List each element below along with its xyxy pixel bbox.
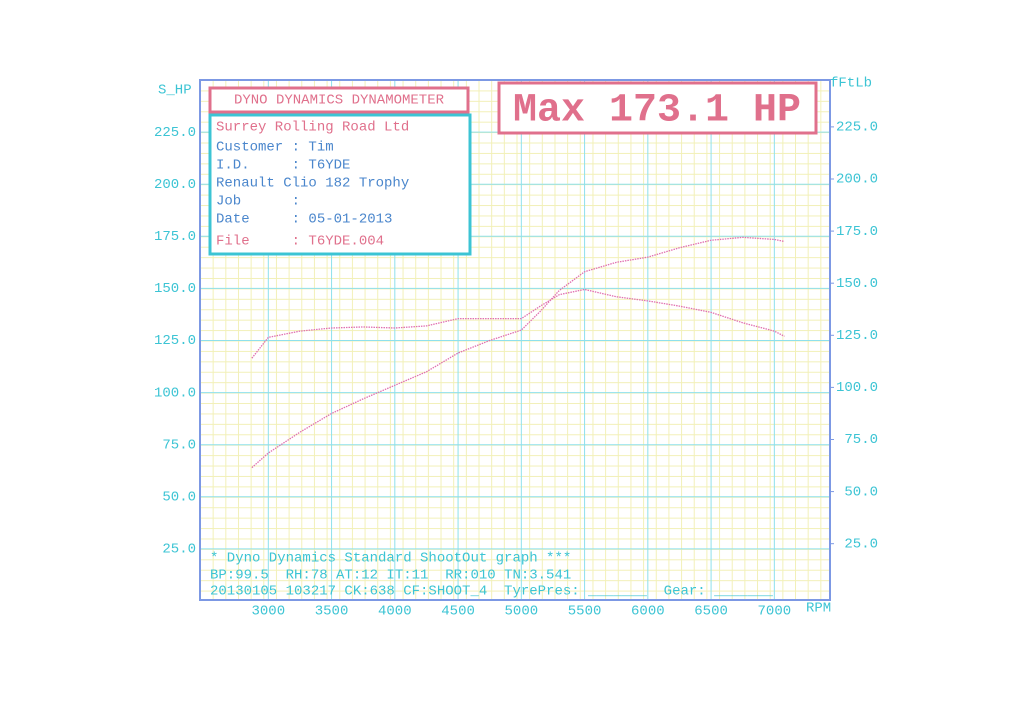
y2-tick-label: 200.0 [836, 172, 878, 188]
footer-line: 20130105 103217 CK:638 CF:SHOOT_4 TyrePr… [210, 584, 773, 600]
y-tick-label: 125.0 [154, 333, 196, 349]
footer-line: BP:99.5 RH:78 AT:12 IT:11 RR:010 TN:3.54… [210, 568, 571, 584]
y-tick-label: 75.0 [162, 437, 196, 453]
info-box [208, 113, 472, 256]
y-tick-label: 50.0 [162, 490, 196, 506]
y2-tick-label: 75.0 [844, 432, 878, 448]
y-tick-label: 100.0 [154, 385, 196, 401]
x-tick-label: 6000 [631, 604, 665, 620]
y2-tick-label: 175.0 [836, 224, 878, 240]
x-tick-label: 6500 [694, 604, 728, 620]
plot-frame [199, 79, 831, 601]
x-tick-label: 5500 [568, 604, 602, 620]
y2-tick-label: 150.0 [836, 276, 878, 292]
y-tick-label: 25.0 [162, 542, 196, 558]
y2-tick-label: 125.0 [836, 328, 878, 344]
info-line: File : T6YDE.004 [216, 234, 384, 250]
y-tick-label: 225.0 [154, 125, 196, 141]
x-tick-label: 5000 [505, 604, 539, 620]
x-tick-label: 4500 [441, 604, 475, 620]
y2-axis-label: fFtLb [830, 76, 872, 92]
series-line [251, 236, 785, 469]
info-line: I.D. : T6YDE [216, 158, 350, 174]
max-label: Max 173.1 HP [513, 89, 801, 134]
x-tick-label: 7000 [758, 604, 792, 620]
info-line: Renault Clio 182 Trophy [216, 176, 409, 192]
banner: DYNO DYNAMICS DYNAMOMETER [234, 93, 445, 109]
x-tick-label: 4000 [378, 604, 412, 620]
y-axis-label: S_HP [158, 83, 192, 99]
series-line [251, 288, 785, 359]
y2-tick-label: 100.0 [836, 380, 878, 396]
banner-box [208, 86, 470, 114]
y-tick-label: 175.0 [154, 229, 196, 245]
x-axis-label: RPM [806, 601, 831, 617]
x-tick-label: 3500 [315, 604, 349, 620]
x-tick-label: 3000 [252, 604, 286, 620]
info-line: Job : [216, 194, 300, 210]
y2-tick-label: 225.0 [836, 120, 878, 136]
info-line: Date : 05-01-2013 [216, 212, 392, 228]
y-tick-label: 200.0 [154, 177, 196, 193]
y2-tick-label: 25.0 [844, 536, 878, 552]
footer-line: * Dyno Dynamics Standard ShootOut graph … [210, 551, 571, 567]
y-tick-label: 150.0 [154, 281, 196, 297]
max-box [497, 81, 818, 135]
info-line: Surrey Rolling Road Ltd [216, 120, 409, 136]
y2-tick-label: 50.0 [844, 484, 878, 500]
info-line: Customer : Tim [216, 140, 334, 156]
